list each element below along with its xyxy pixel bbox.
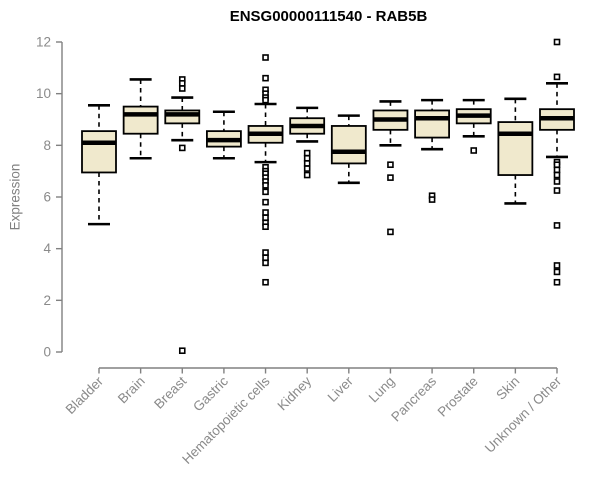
- outlier-point: [428, 196, 436, 203]
- x-tick-label: Lung: [366, 374, 398, 406]
- x-tick-label: Skin: [493, 374, 522, 403]
- box-pancreas: [414, 109, 450, 139]
- box-bladder: [81, 130, 117, 174]
- y-tick-label: 8: [43, 138, 51, 153]
- y-tick-label: 10: [36, 86, 51, 101]
- outlier-point: [303, 160, 311, 167]
- outlier-point: [553, 171, 561, 179]
- outlier-point: [553, 187, 561, 194]
- outlier-point: [262, 278, 269, 286]
- outlier-point: [553, 268, 561, 276]
- outlier-point: [262, 249, 269, 256]
- outlier-point: [303, 149, 311, 157]
- y-tick-label: 4: [43, 241, 51, 256]
- outlier-point: [178, 85, 186, 92]
- box-liver: [330, 125, 367, 165]
- x-tick-label: Pancreas: [388, 373, 439, 424]
- outlier-point: [553, 73, 561, 81]
- x-tick-label: Gastric: [190, 373, 231, 414]
- outlier-point: [553, 161, 561, 169]
- outlier-point: [262, 223, 269, 231]
- box-skin: [497, 121, 534, 176]
- outlier-point: [262, 259, 269, 267]
- outlier-point: [553, 178, 561, 185]
- outlier-point: [553, 262, 561, 269]
- outlier-point: [262, 209, 269, 216]
- outlier-point: [553, 278, 561, 286]
- x-tick-label: Bladder: [63, 373, 107, 417]
- x-tick-label: Brain: [115, 374, 148, 407]
- outlier-point: [553, 222, 561, 229]
- outlier-point: [262, 198, 269, 206]
- outlier-point: [262, 188, 269, 196]
- outlier-point: [303, 165, 311, 172]
- outlier-point: [262, 96, 269, 104]
- x-tick-label: Kidney: [275, 373, 315, 413]
- outlier-point: [262, 54, 269, 61]
- x-tick-label: Breast: [151, 373, 189, 411]
- y-tick-label: 12: [36, 35, 51, 50]
- y-tick-label: 6: [43, 190, 51, 205]
- outlier-point: [387, 174, 394, 181]
- outlier-point: [553, 166, 561, 174]
- outlier-point: [262, 74, 269, 82]
- outlier-point: [178, 144, 186, 152]
- x-tick-label: Unknown / Other: [482, 373, 565, 456]
- outlier-point: [303, 171, 311, 179]
- chart-title: ENSG00000111540 - RAB5B: [229, 8, 428, 25]
- outlier-point: [470, 147, 478, 154]
- outlier-point: [262, 182, 269, 189]
- box-brain: [122, 105, 159, 135]
- y-tick-label: 2: [43, 293, 51, 308]
- outlier-point: [178, 347, 186, 355]
- y-axis-label: Expression: [7, 163, 23, 231]
- outlier-point: [387, 161, 394, 169]
- x-tick-label: Prostate: [435, 374, 481, 420]
- y-tick-label: 0: [43, 345, 51, 360]
- outlier-point: [262, 214, 269, 221]
- x-tick-label: Liver: [325, 373, 357, 405]
- outlier-point: [178, 80, 186, 87]
- outlier-point: [387, 228, 394, 236]
- outlier-point: [262, 254, 269, 262]
- outlier-point: [303, 154, 311, 162]
- outlier-point: [553, 38, 561, 46]
